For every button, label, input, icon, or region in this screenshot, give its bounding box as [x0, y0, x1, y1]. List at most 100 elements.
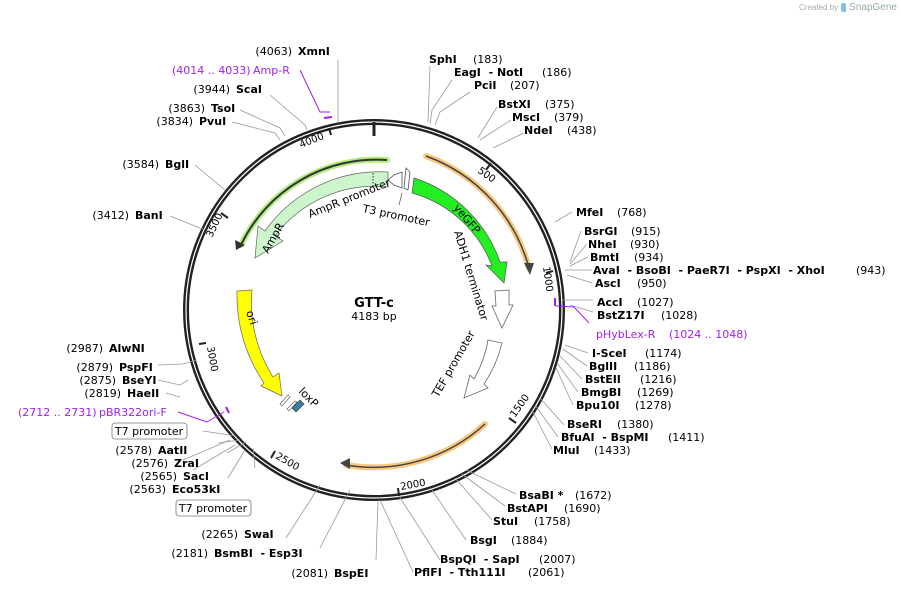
site-bstapi[interactable]: BstAPI (1690)	[507, 502, 601, 515]
primer-phyblex-r-label[interactable]: pHybLex-R (1024 .. 1048)	[596, 328, 748, 341]
site-bsteii[interactable]: BstEII (1216)	[585, 373, 677, 386]
site-alwni[interactable]: (2987) AlwNI	[66, 342, 144, 355]
site-name: NheI	[588, 238, 617, 251]
site-position: (1174)	[645, 347, 682, 360]
site-position: (943)	[856, 264, 886, 277]
site-saci[interactable]: (2565) SacI	[140, 470, 209, 483]
site-position: (2081)	[291, 567, 328, 580]
adh1-terminator-arrow[interactable]	[491, 289, 514, 329]
ori-feature[interactable]	[236, 289, 283, 397]
site-name: MscI	[512, 111, 540, 124]
site-position: (1027)	[637, 296, 674, 309]
site-position: (3584)	[122, 158, 159, 171]
site-name: BseRI	[567, 418, 602, 431]
site-bsabi[interactable]: BsaBI * (1672)	[519, 489, 612, 502]
site-position: (2563)	[129, 483, 166, 496]
site-bgli[interactable]: (3584) BglI	[122, 158, 189, 171]
label: pHybLex-R	[596, 328, 656, 341]
ampr-feature[interactable]	[254, 171, 389, 259]
t7-promoter-box-bottom[interactable]: T7 promoter	[175, 499, 252, 517]
yegfp-feature[interactable]	[411, 177, 508, 284]
site-msci[interactable]: MscI (379)	[512, 111, 584, 124]
primer-amp-r-label[interactable]: (4014 .. 4033) Amp-R	[172, 64, 290, 77]
site-name: PflFI - Tth111I	[414, 566, 506, 579]
site-position: (183)	[473, 53, 503, 66]
site-tsoi[interactable]: (3863) TsoI	[168, 102, 235, 115]
site-name: ScaI	[236, 83, 262, 96]
site-bmgbi[interactable]: BmgBI (1269)	[581, 386, 674, 399]
site-stui[interactable]: StuI (1758)	[493, 515, 571, 528]
site-position: (1690)	[564, 502, 601, 515]
site-mlui[interactable]: MluI (1433)	[553, 444, 631, 457]
primer-pbr322ori-f-label[interactable]: (2712 .. 2731) pBR322ori-F	[18, 406, 167, 419]
site-eagi-noti[interactable]: EagI - NotI (186)	[454, 66, 572, 79]
primer-phyblex-r-mark[interactable]	[554, 298, 590, 324]
site-name: MluI	[553, 444, 580, 457]
site-pflfi-tth111i[interactable]: PflFI - Tth111I (2061)	[414, 566, 565, 579]
site-bstxi[interactable]: BstXI (375)	[498, 98, 575, 111]
t3-promoter-arrow[interactable]	[403, 167, 411, 191]
site-name: SacI	[183, 470, 209, 483]
site-name: BmtI	[590, 251, 619, 264]
site-bsrgi[interactable]: BsrGI (915)	[584, 225, 661, 238]
orange-orf-arrow-bottom[interactable]	[340, 421, 488, 471]
site-position: (2879)	[76, 361, 113, 374]
site-sphi[interactable]: SphI (183)	[429, 53, 503, 66]
site-bseri[interactable]: BseRI (1380)	[567, 418, 654, 431]
site-pcii[interactable]: PciI (207)	[474, 79, 540, 92]
site-name: SwaI	[244, 528, 274, 541]
tick-label-2000: 2000	[400, 478, 427, 493]
site-position: (3834)	[156, 115, 193, 128]
site-eco53ki[interactable]: (2563) Eco53kI	[129, 483, 220, 496]
t7-promoter-box-top[interactable]: T7 promoter	[111, 422, 188, 440]
tef-promoter-arrow[interactable]	[463, 339, 503, 399]
site-position: (1758)	[534, 515, 571, 528]
site-name: I-SceI	[592, 347, 627, 360]
site-nhei[interactable]: NheI (930)	[588, 238, 660, 251]
site-asci[interactable]: AscI (950)	[595, 277, 667, 290]
site-acci[interactable]: AccI (1027)	[597, 296, 674, 309]
label: T7 promoter	[178, 502, 248, 515]
site-xmni[interactable]: (4063) XmnI	[255, 45, 329, 58]
site-bfuai-bspmi[interactable]: BfuAI - BspMI (1411)	[561, 431, 705, 444]
site-bsmbi-esp3i[interactable]: (2181) BsmBI - Esp3I	[171, 547, 302, 560]
site-bseyi[interactable]: (2875) BseYI	[79, 374, 156, 387]
site-name: BglII	[589, 360, 617, 373]
restriction-sites-right: SphI (183) EagI - NotI (186) PciI (207) Bst…	[414, 53, 886, 579]
site-position: (1278)	[635, 399, 672, 412]
site-mfei[interactable]: MfeI (768)	[576, 206, 647, 219]
site-swai[interactable]: (2265) SwaI	[201, 528, 273, 541]
ampr-promoter-arrow[interactable]	[387, 171, 403, 189]
site-name: BsaBI *	[519, 489, 564, 502]
site-pvui[interactable]: (3834) PvuI	[156, 115, 226, 128]
site-position: (2007)	[539, 553, 576, 566]
site-bsgi[interactable]: BsgI (1884)	[470, 534, 548, 547]
site-name: BstXI	[498, 98, 531, 111]
site-name: PciI	[474, 79, 496, 92]
site-bspei[interactable]: (2081) BspEI	[291, 567, 368, 580]
site-bstz17i[interactable]: BstZ17I (1028)	[597, 309, 698, 322]
site-position: (3863)	[168, 102, 205, 115]
site-bpu10i[interactable]: Bpu10I (1278)	[576, 399, 672, 412]
site-bmti[interactable]: BmtI (934)	[590, 251, 664, 264]
site-avai-group[interactable]: AvaI - BsoBI - PaeR7I - PspXI - XhoI (943…	[593, 264, 886, 277]
site-bani[interactable]: (3412) BanI	[92, 209, 162, 222]
site-i-scei[interactable]: I-SceI (1174)	[592, 347, 682, 360]
loxp-feature[interactable]	[279, 394, 305, 413]
site-aatii[interactable]: (2578) AatII	[115, 444, 187, 457]
site-bglii[interactable]: BglII (1186)	[589, 360, 671, 373]
site-position: (934)	[634, 251, 664, 264]
site-position: (2181)	[171, 547, 208, 560]
site-zrai[interactable]: (2576) ZraI	[131, 457, 199, 470]
site-position: (2578)	[115, 444, 152, 457]
site-haeii[interactable]: (2819) HaeII	[84, 387, 159, 400]
primer-amp-r-mark[interactable]	[299, 69, 333, 119]
site-scai[interactable]: (3944) ScaI	[193, 83, 262, 96]
orange-orf-arrow-right[interactable]	[423, 153, 534, 275]
site-bspqi-sapi[interactable]: BspQI - SapI (2007)	[440, 553, 576, 566]
primer-pbr322ori-f-mark[interactable]	[177, 406, 230, 423]
ampr-orf-arrow[interactable]	[235, 156, 390, 250]
site-ndei[interactable]: NdeI (438)	[524, 124, 597, 137]
site-pspfi[interactable]: (2879) PspFI	[76, 361, 152, 374]
plasmid-length: 4183 bp	[351, 310, 396, 323]
